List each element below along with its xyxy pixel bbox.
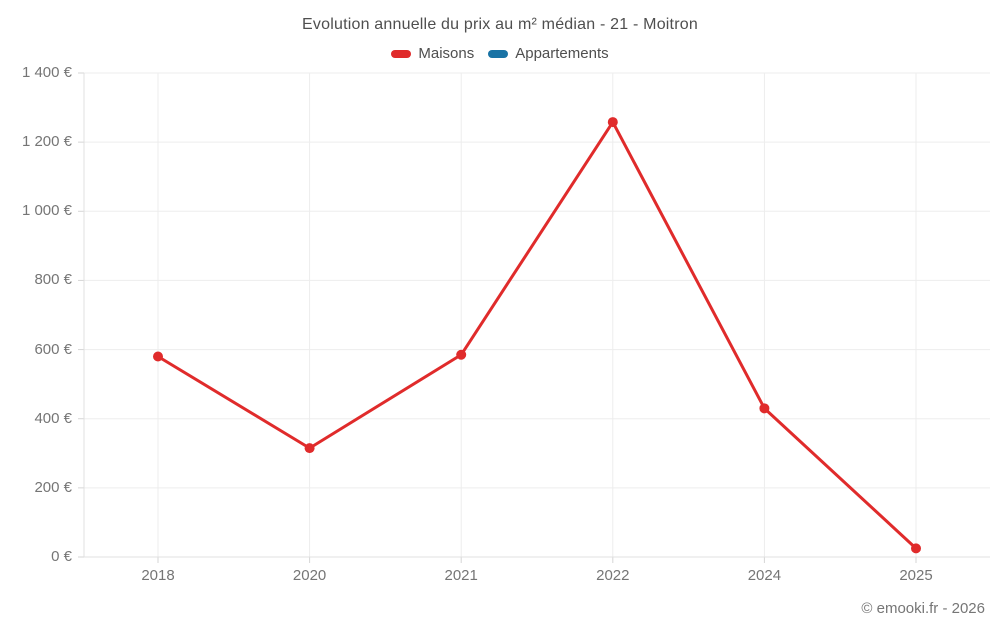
maisons-series-swatch-icon bbox=[391, 49, 412, 58]
data-point-marker bbox=[759, 403, 770, 414]
chart-legend: Maisons Appartements bbox=[0, 45, 1000, 62]
copyright-credit: © emooki.fr - 2026 bbox=[861, 600, 985, 617]
x-axis-tick-label: 2022 bbox=[596, 567, 630, 584]
chart-title: Evolution annuelle du prix au m² médian … bbox=[302, 16, 698, 33]
x-axis-tick-label: 2018 bbox=[141, 567, 175, 584]
x-axis-tick-label: 2020 bbox=[292, 567, 327, 584]
legend-item-maisons[interactable]: Maisons bbox=[391, 45, 474, 62]
y-axis-tick-label: 800 € bbox=[34, 271, 72, 289]
data-point-marker bbox=[304, 443, 315, 454]
appartements-series-swatch-icon bbox=[488, 49, 509, 58]
y-axis-tick-label: 1 200 € bbox=[21, 133, 72, 151]
x-axis-tick-label: 2021 bbox=[444, 567, 478, 584]
data-point-marker bbox=[607, 117, 618, 128]
legend-item-appartements[interactable]: Appartements bbox=[488, 45, 609, 62]
data-point-marker bbox=[153, 351, 163, 362]
data-point-marker bbox=[911, 543, 921, 554]
y-axis-tick-label: 600 € bbox=[34, 340, 72, 358]
y-axis-tick-label: 0 € bbox=[51, 548, 72, 565]
legend-label-appartements: Appartements bbox=[515, 45, 609, 62]
legend-label-maisons: Maisons bbox=[418, 45, 475, 62]
x-axis-tick-label: 2024 bbox=[747, 567, 782, 584]
y-axis-tick-label: 1 400 € bbox=[21, 64, 72, 81]
series-line-maisons bbox=[156, 120, 918, 550]
x-axis-tick-label: 2025 bbox=[899, 567, 933, 584]
data-point-marker bbox=[456, 349, 467, 360]
y-axis-tick-label: 200 € bbox=[34, 478, 72, 496]
y-axis-tick-label: 1 000 € bbox=[21, 202, 72, 220]
y-axis-tick-label: 400 € bbox=[34, 409, 72, 427]
